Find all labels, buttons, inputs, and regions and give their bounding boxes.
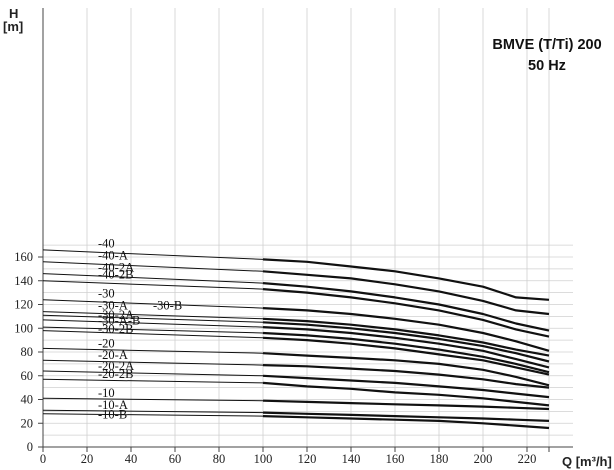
curve-operating-segment — [262, 411, 550, 422]
curve-operating-segment — [262, 331, 550, 374]
curve-thin-segment — [42, 311, 264, 320]
x-tick-label: 220 — [518, 452, 537, 466]
y-tick-label: 0 — [27, 440, 33, 454]
curve-label: -30-A — [98, 298, 128, 312]
curve-thin-segment — [42, 261, 264, 272]
curve-operating-segment — [262, 307, 550, 352]
curve-thin-segment — [42, 409, 264, 414]
curve-label: -40-A — [98, 248, 128, 262]
curves — [42, 249, 550, 430]
y-tick-label: 80 — [21, 345, 34, 359]
curve-operating-segment — [262, 270, 550, 316]
chart-subtitle: 50 Hz — [528, 58, 566, 74]
curve-operating-segment — [262, 381, 550, 407]
curve-label: -30 — [98, 286, 115, 300]
y-axis-label: H — [9, 6, 18, 21]
curve-operating-segment — [262, 282, 550, 332]
curve-operating-segment — [262, 364, 550, 389]
curve-label: -30-B — [153, 298, 182, 312]
tick-labels: 0 20 40 60 80 100 120 140 160 180 200 220 0 20 40 60 80 1… — [14, 250, 536, 466]
curve-label: -40 — [98, 237, 115, 251]
curve-thin-segment — [42, 299, 264, 309]
curve-thin-segment — [42, 413, 264, 417]
x-tick-label: 40 — [125, 452, 138, 466]
curve-operating-segment — [262, 415, 550, 430]
x-tick-label: 80 — [213, 452, 226, 466]
x-tick-label: 120 — [298, 452, 317, 466]
x-tick-label: 0 — [40, 452, 46, 466]
curve-label: -20-2A — [98, 359, 134, 373]
curve-thin-segment — [42, 359, 264, 366]
x-tick-label: 140 — [342, 452, 361, 466]
x-tick-label: 100 — [254, 452, 273, 466]
curve-label: -30-A-B — [98, 314, 140, 328]
x-tick-label: 20 — [81, 452, 94, 466]
curve-operating-segment — [262, 317, 550, 357]
curve-thin-segment — [42, 319, 264, 328]
x-axis-label: Q [m³/h] — [562, 454, 612, 469]
curve-label: -20 — [98, 336, 115, 350]
curve-thin-segment — [42, 249, 264, 260]
curve-thin-segment — [42, 314, 264, 323]
curve-label: -40-2B — [98, 267, 133, 281]
axes — [38, 8, 573, 452]
y-tick-label: 120 — [14, 298, 33, 312]
curve-label: -10-A — [98, 398, 128, 412]
curve-thin-segment — [42, 397, 264, 402]
curve-thin-segment — [42, 378, 264, 384]
curve-label: -30-2A — [98, 308, 134, 322]
y-tick-label: 40 — [21, 393, 34, 407]
y-tick-label: 100 — [14, 321, 33, 335]
y-tick-label: 140 — [14, 274, 33, 288]
curve-operating-segment — [262, 374, 550, 399]
y-tick-label: 160 — [14, 250, 33, 264]
curve-operating-segment — [262, 321, 550, 363]
curve-label: -10 — [98, 386, 115, 400]
curve-operating-segment — [262, 352, 550, 387]
curve-label: -20-2B — [98, 367, 133, 381]
curve-label: -40-2A — [98, 260, 134, 274]
curve-thin-segment — [42, 273, 264, 284]
y-tick-label: 20 — [21, 416, 34, 430]
curve-operating-segment — [262, 258, 550, 301]
x-tick-label: 60 — [169, 452, 182, 466]
chart-title: BMVE (T/Ti) 200 — [492, 37, 601, 53]
curve-label: -30-2B — [98, 322, 133, 336]
y-axis-unit: [m] — [3, 19, 23, 34]
x-tick-label: 200 — [474, 452, 493, 466]
curve-thin-segment — [42, 370, 264, 377]
curve-operating-segment — [262, 326, 550, 369]
curve-thin-segment — [42, 326, 264, 334]
x-tick-label: 160 — [386, 452, 405, 466]
curve-operating-segment — [262, 288, 550, 338]
x-tick-label: 180 — [430, 452, 449, 466]
curve-operating-segment — [262, 336, 550, 376]
y-tick-label: 60 — [21, 369, 34, 383]
curve-thin-segment — [42, 280, 264, 290]
curve-thin-segment — [42, 330, 264, 339]
curve-label: -20-A — [98, 348, 128, 362]
curve-labels: -40-40-A-40-2A-40-2B-30-30-A -30-B-30-2A-… — [98, 237, 182, 422]
curve-operating-segment — [262, 399, 550, 411]
curve-label: -10-B — [98, 408, 127, 422]
curve-thin-segment — [42, 347, 264, 354]
